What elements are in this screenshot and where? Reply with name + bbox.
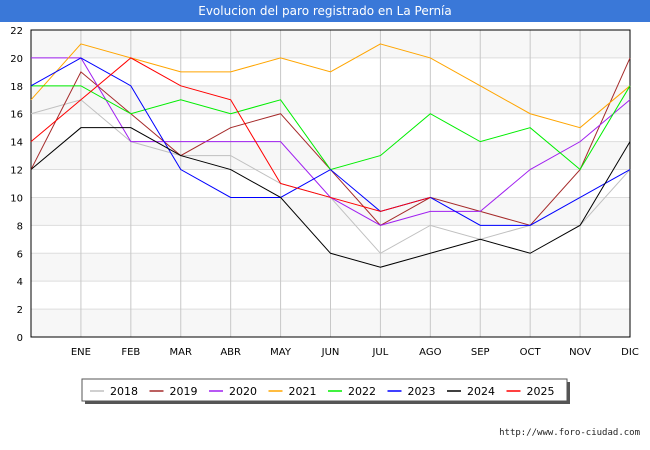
y-tick-label: 2 (17, 305, 23, 316)
x-tick-label: SEP (471, 347, 490, 358)
x-tick-label: JUN (321, 347, 340, 358)
y-tick-label: 10 (10, 193, 23, 204)
series-line-2023 (30, 57, 631, 226)
y-tick-label: 4 (17, 277, 23, 288)
legend (81, 378, 568, 402)
y-tick-label: 14 (10, 138, 23, 149)
legend-label-2024: 2024 (467, 385, 495, 398)
legend-label-2018: 2018 (110, 385, 138, 398)
y-tick-label: 20 (10, 54, 23, 65)
x-tick-label: ABR (220, 347, 241, 358)
y-tick-label: 22 (10, 26, 23, 37)
x-tick-label: FEB (121, 347, 140, 358)
legend-label-2021: 2021 (289, 385, 317, 398)
x-tick-label: JUL (371, 347, 388, 358)
legend-label-2023: 2023 (408, 385, 436, 398)
y-tick-label: 16 (10, 110, 23, 121)
x-tick-label: AGO (419, 347, 441, 358)
y-tick-label: 0 (17, 333, 23, 344)
series-line-2024 (30, 127, 631, 268)
legend-label-2019: 2019 (170, 385, 198, 398)
y-tick-label: 8 (17, 221, 23, 232)
x-tick-label: MAR (170, 347, 192, 358)
y-tick-label: 6 (17, 249, 23, 260)
source-url[interactable]: http://www.foro-ciudad.com (499, 428, 640, 438)
legend-label-2025: 2025 (527, 385, 555, 398)
legend-label-2020: 2020 (229, 385, 257, 398)
x-tick-label: OCT (520, 347, 542, 358)
plot-border (30, 29, 631, 338)
chart-title: Evolucion del paro registrado en La Pern… (0, 0, 650, 22)
legend-label-2022: 2022 (348, 385, 376, 398)
series-line-2025 (30, 57, 431, 212)
x-tick-label: DIC (621, 347, 639, 358)
x-tick-label: MAY (270, 347, 292, 358)
y-tick-label: 12 (10, 166, 23, 177)
x-tick-label: NOV (569, 347, 591, 358)
x-tick-label: ENE (71, 347, 91, 358)
y-tick-label: 18 (10, 82, 23, 93)
